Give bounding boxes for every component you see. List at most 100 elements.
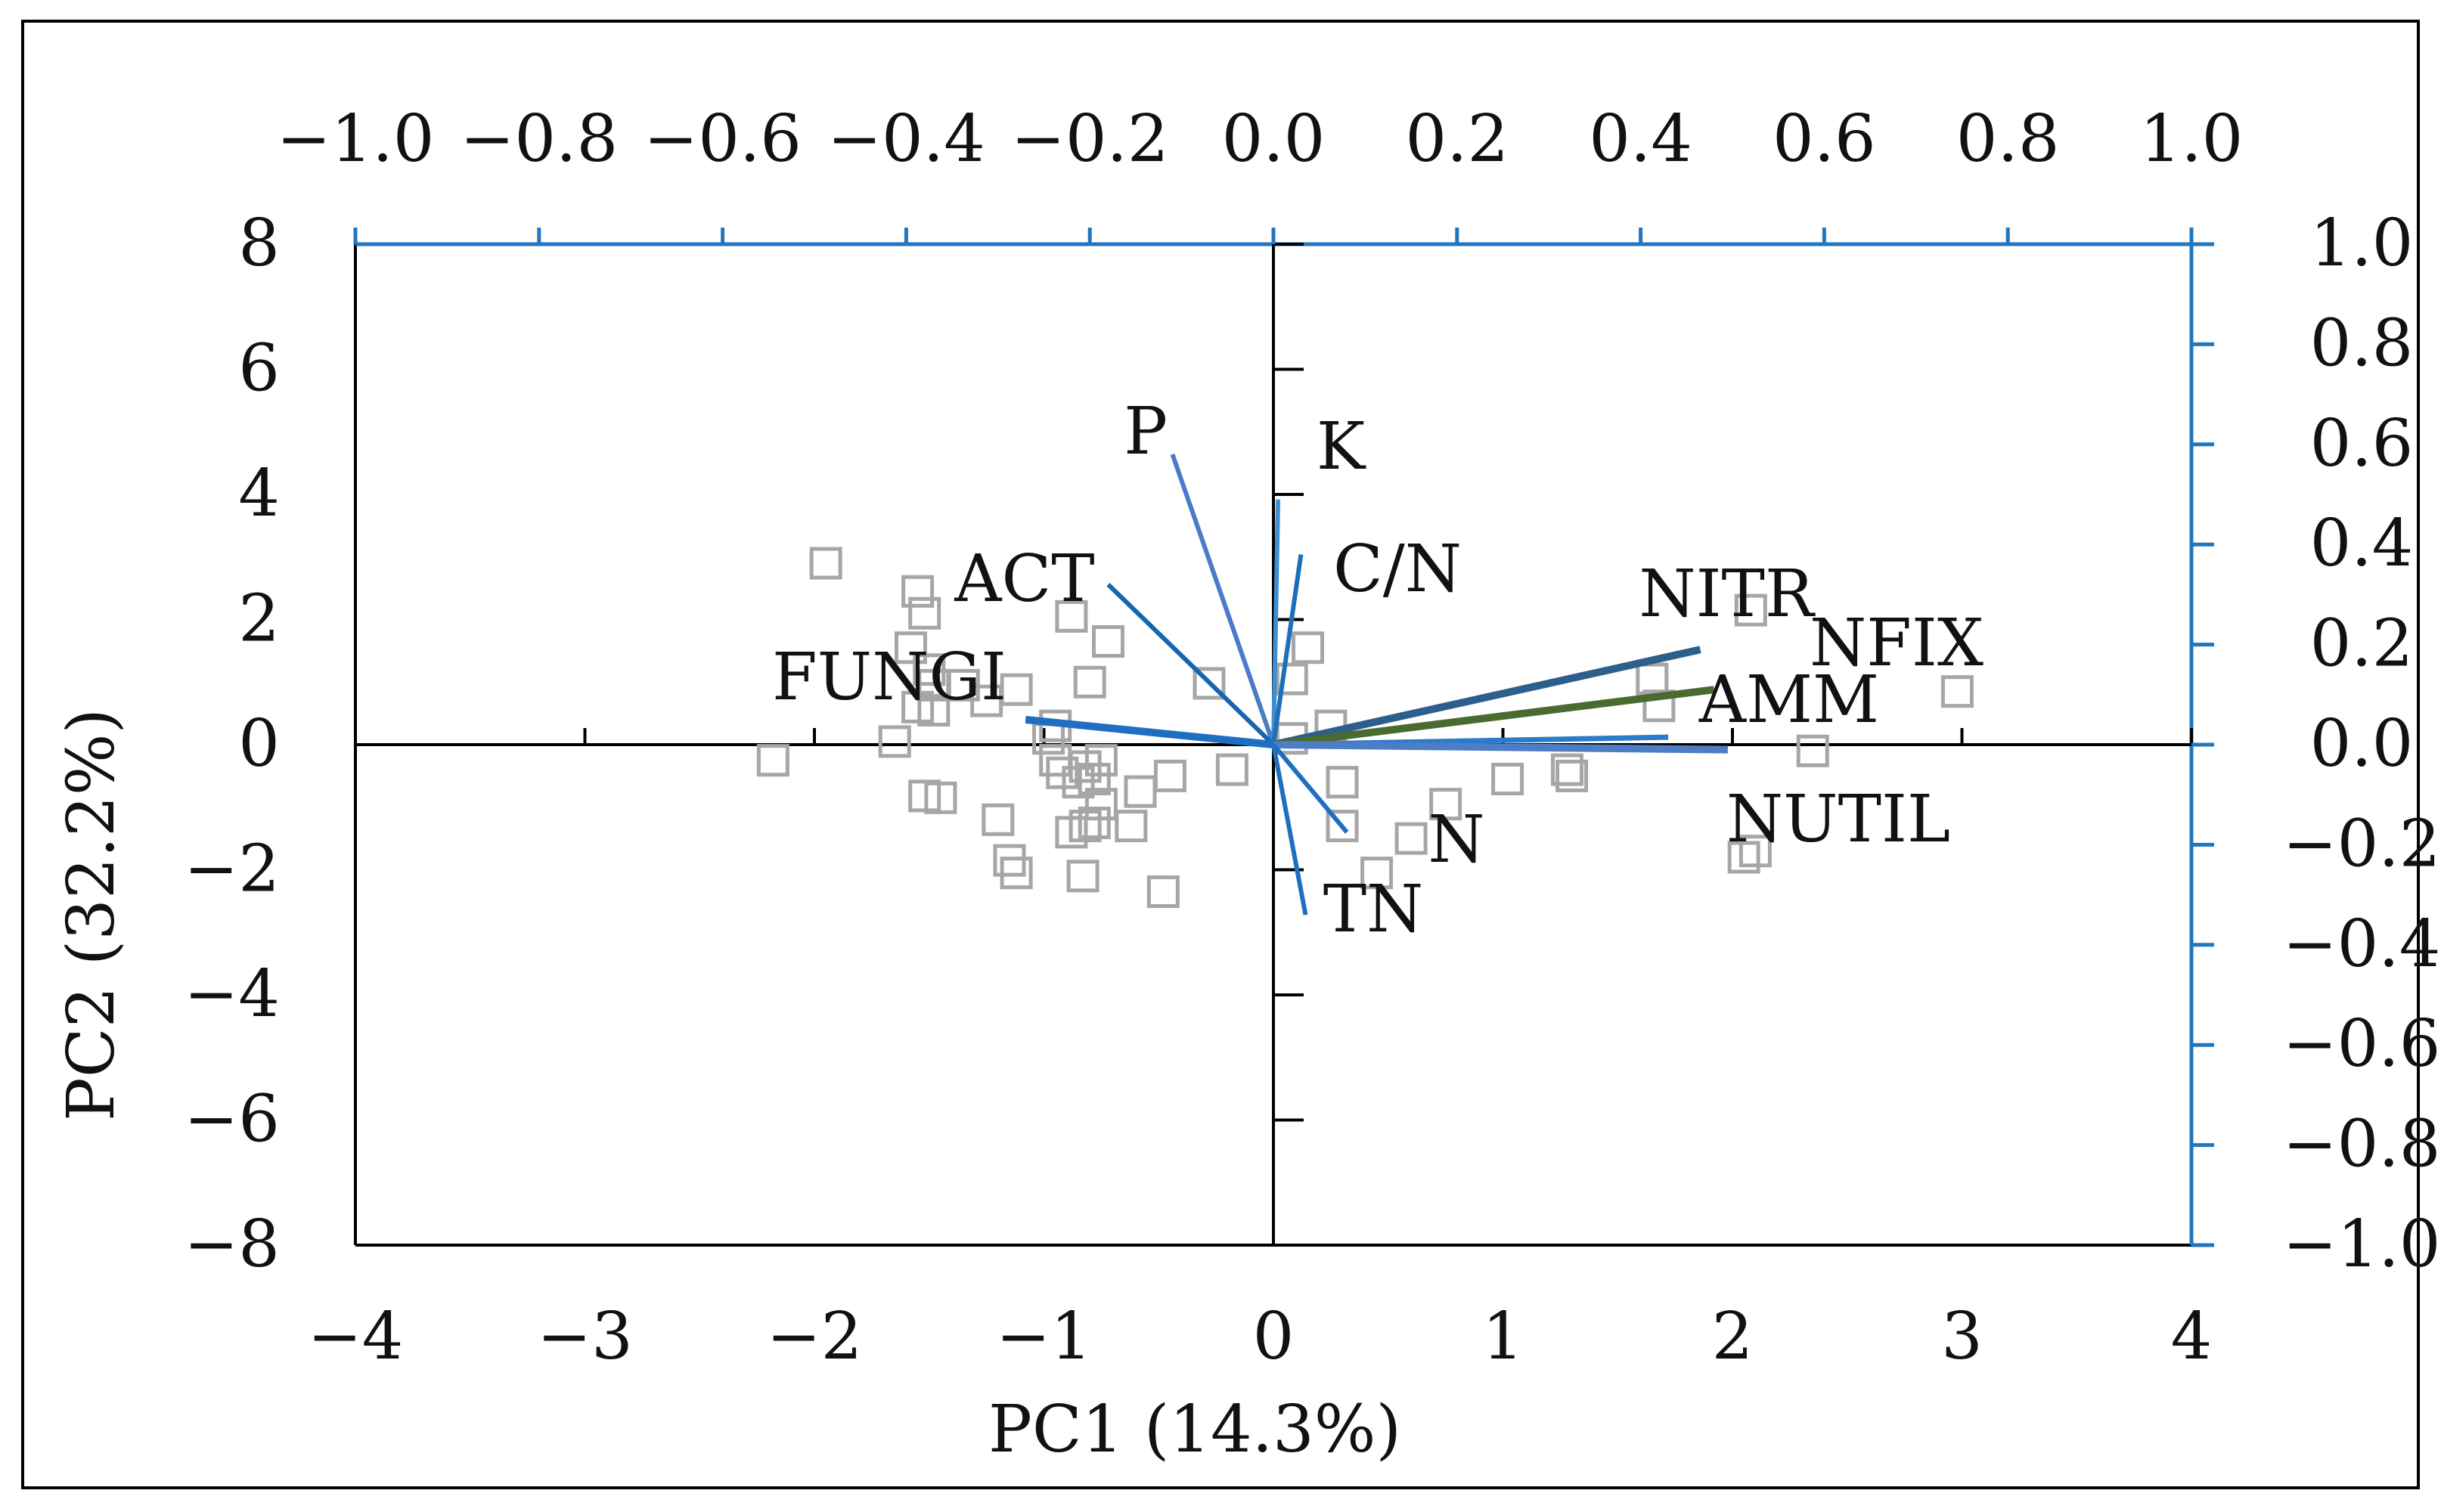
y-axis-title: PC2 (32.2%) xyxy=(54,708,129,1121)
x-tick-label: −4 xyxy=(308,1299,404,1374)
score-point xyxy=(1055,816,1088,849)
loading-vector-p xyxy=(1170,454,1276,745)
score-point xyxy=(878,725,911,758)
score-point xyxy=(1066,860,1100,893)
score-point xyxy=(1055,600,1088,633)
score-point xyxy=(1091,624,1124,658)
right-tick-label: 0.0 xyxy=(2310,706,2414,782)
x-tick-label: 1 xyxy=(1482,1299,1524,1374)
score-point xyxy=(924,781,957,814)
score-point xyxy=(917,693,951,727)
x-tick-label: −1 xyxy=(996,1299,1092,1374)
top-tick-label: 1.0 xyxy=(2140,101,2244,177)
loading-vector-fungi xyxy=(1025,715,1274,748)
score-point xyxy=(1193,667,1226,700)
x-tick-label: 0 xyxy=(1253,1299,1295,1374)
right-tick-label: −0.4 xyxy=(2283,906,2441,982)
score-point xyxy=(1084,744,1118,777)
score-point xyxy=(1642,689,1676,723)
right-tick-label: −0.8 xyxy=(2283,1107,2441,1182)
top-tick-label: −1.0 xyxy=(277,101,435,177)
score-point xyxy=(1215,753,1248,786)
top-tick-label: −0.4 xyxy=(827,101,985,177)
loading-label-tn: TN xyxy=(1323,872,1424,947)
top-tick-label: 0.4 xyxy=(1589,101,1692,177)
score-point xyxy=(1292,631,1325,665)
loading-label-nutil: NUTIL xyxy=(1726,782,1950,857)
right-tick-label: 0.6 xyxy=(2310,406,2414,482)
loading-vector-n xyxy=(1271,743,1349,834)
y-tick-label: −4 xyxy=(184,956,280,1032)
score-point xyxy=(1394,822,1428,855)
loading-vector-nitr xyxy=(1272,646,1701,748)
score-point xyxy=(908,596,941,630)
x-tick-label: 2 xyxy=(1712,1299,1754,1374)
right-tick-label: 0.2 xyxy=(2310,606,2414,682)
x-axis-title: PC1 (14.3%) xyxy=(988,1392,1401,1467)
score-point xyxy=(1636,662,1669,696)
score-point xyxy=(1073,665,1106,699)
y-tick-label: 2 xyxy=(238,581,280,657)
outer-frame xyxy=(21,20,2420,1489)
loading-vectors xyxy=(1025,454,1728,916)
score-point xyxy=(1153,759,1186,792)
y-tick-label: 0 xyxy=(238,706,280,782)
loading-label-nfix: NFIX xyxy=(1810,606,1984,681)
x-tick-label: 4 xyxy=(2171,1299,2213,1374)
score-point xyxy=(1000,673,1033,706)
score-point xyxy=(1000,857,1033,890)
loading-label-act: ACT xyxy=(954,541,1094,617)
y-tick-label: −8 xyxy=(184,1207,280,1282)
score-point xyxy=(1940,675,1974,708)
right-tick-label: 0.8 xyxy=(2310,305,2414,381)
score-point xyxy=(901,575,935,608)
x-tick-label: −3 xyxy=(537,1299,633,1374)
score-point xyxy=(1738,835,1772,868)
loading-vector-k xyxy=(1271,499,1281,745)
right-tick-label: −1.0 xyxy=(2283,1207,2441,1282)
top-tick-label: −0.6 xyxy=(644,101,802,177)
score-point xyxy=(1491,763,1524,796)
loading-vector-amm xyxy=(1273,686,1715,748)
y-tick-label: 8 xyxy=(238,206,280,281)
top-tick-label: −0.8 xyxy=(460,101,618,177)
top-tick-label: 0.6 xyxy=(1773,101,1876,177)
loading-vector-tn xyxy=(1271,744,1308,916)
score-point xyxy=(1555,759,1589,792)
score-point xyxy=(1550,753,1583,786)
loading-label-nitr: NITR xyxy=(1639,556,1816,632)
score-point xyxy=(1429,788,1462,821)
right-tick-label: −0.6 xyxy=(2283,1006,2441,1082)
score-point xyxy=(1078,806,1111,839)
score-point xyxy=(1124,775,1157,808)
score-point xyxy=(982,803,1015,836)
score-point xyxy=(1326,810,1359,843)
loading-vector-nutil xyxy=(1273,741,1728,754)
top-tick-label: 0.2 xyxy=(1405,101,1509,177)
y-tick-label: 4 xyxy=(238,456,280,531)
loading-label-k: K xyxy=(1317,409,1366,485)
right-tick-label: 1.0 xyxy=(2310,206,2414,281)
loading-vector-cn xyxy=(1271,554,1304,745)
top-tick-label: −0.2 xyxy=(1011,101,1169,177)
loading-label-cn: C/N xyxy=(1333,531,1462,607)
score-point xyxy=(1078,763,1111,796)
score-point xyxy=(1360,857,1394,890)
loading-label-fungi: FUNGI xyxy=(772,640,1006,715)
score-point xyxy=(1796,734,1829,767)
y-tick-label: −2 xyxy=(184,832,280,907)
score-point xyxy=(1734,593,1767,627)
score-point xyxy=(894,631,927,665)
y-tick-label: −6 xyxy=(184,1082,280,1157)
axes-group: −4 −3 −2 −1 0 1 2 3 4 −8 −6 −4 −2 0 2 4 6 8 −1.0 −0.8 −0.6 −0… xyxy=(184,101,2440,1374)
score-point xyxy=(809,547,842,580)
score-point xyxy=(1115,810,1148,843)
top-tick-label: 0.0 xyxy=(1222,101,1326,177)
score-point xyxy=(1275,662,1308,696)
score-point xyxy=(1326,766,1359,799)
top-tick-label: 0.8 xyxy=(1956,101,2060,177)
x-tick-label: −2 xyxy=(767,1299,863,1374)
